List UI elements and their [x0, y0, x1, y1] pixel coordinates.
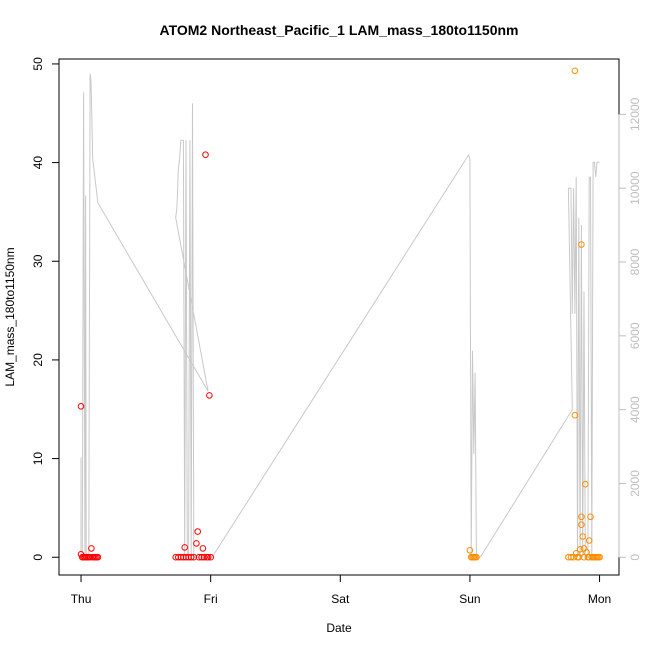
data-point	[473, 553, 480, 561]
chart-title: ATOM2 Northeast_Pacific_1 LAM_mass_180to…	[160, 22, 519, 38]
data-point	[567, 553, 575, 561]
data-point	[571, 67, 579, 75]
data-point	[578, 513, 585, 521]
data-point	[77, 403, 85, 410]
data-point	[194, 528, 201, 535]
x-axis: Thu Fri Sat Sun Mon	[71, 574, 611, 606]
y2-tick-label: 8000	[628, 248, 642, 275]
data-point	[200, 553, 208, 561]
y2-tick-label: 10000	[628, 171, 642, 205]
data-point	[88, 545, 95, 552]
data-point	[582, 480, 589, 488]
y-axis-label: LAM_mass_180to1150nm	[3, 247, 17, 386]
y2-tick-label: 2000	[628, 470, 642, 497]
y2-tick-label: 6000	[628, 322, 642, 349]
y-tick-label: 30	[31, 254, 45, 268]
y-tick-label: 20	[31, 353, 45, 367]
y-tick-label: 40	[31, 156, 45, 170]
data-point	[181, 544, 188, 551]
data-point	[94, 553, 102, 561]
y-tick-label: 0	[31, 554, 45, 561]
y-axis: 0 10 20 30 40 50	[31, 57, 60, 561]
data-point	[175, 553, 182, 561]
x-tick-label: Mon	[588, 592, 611, 606]
x-tick-label: Fri	[204, 592, 218, 606]
y-tick-label: 10	[31, 452, 45, 466]
data-point	[578, 241, 585, 248]
data-point	[585, 537, 593, 544]
secondary-series-line	[80, 73, 600, 558]
scatter-points-layer	[77, 67, 603, 561]
y2-tick-label: 12000	[628, 97, 642, 131]
data-point	[204, 553, 212, 561]
y-tick-label: 50	[31, 57, 45, 71]
secondary-line-layer	[80, 73, 600, 558]
data-point	[187, 553, 195, 561]
secondary-y-axis: 0 2000 4000 6000 8000 10000 12000	[618, 97, 642, 561]
data-point	[571, 411, 579, 419]
data-point	[596, 553, 603, 561]
x-tick-label: Sat	[331, 592, 350, 606]
data-point	[207, 553, 214, 561]
data-point	[206, 392, 213, 399]
data-point	[466, 547, 474, 554]
x-tick-label: Thu	[71, 592, 92, 606]
data-point	[578, 521, 585, 529]
data-point	[576, 546, 584, 553]
y2-tick-label: 4000	[628, 396, 642, 423]
data-point	[202, 151, 209, 158]
data-point	[199, 545, 207, 552]
x-axis-label: Date	[326, 621, 352, 635]
y2-tick-label: 0	[628, 554, 642, 561]
x-tick-label: Sun	[459, 592, 480, 606]
data-point	[587, 513, 594, 521]
data-point	[579, 533, 587, 540]
data-point	[193, 540, 200, 547]
plot-frame	[58, 58, 620, 576]
